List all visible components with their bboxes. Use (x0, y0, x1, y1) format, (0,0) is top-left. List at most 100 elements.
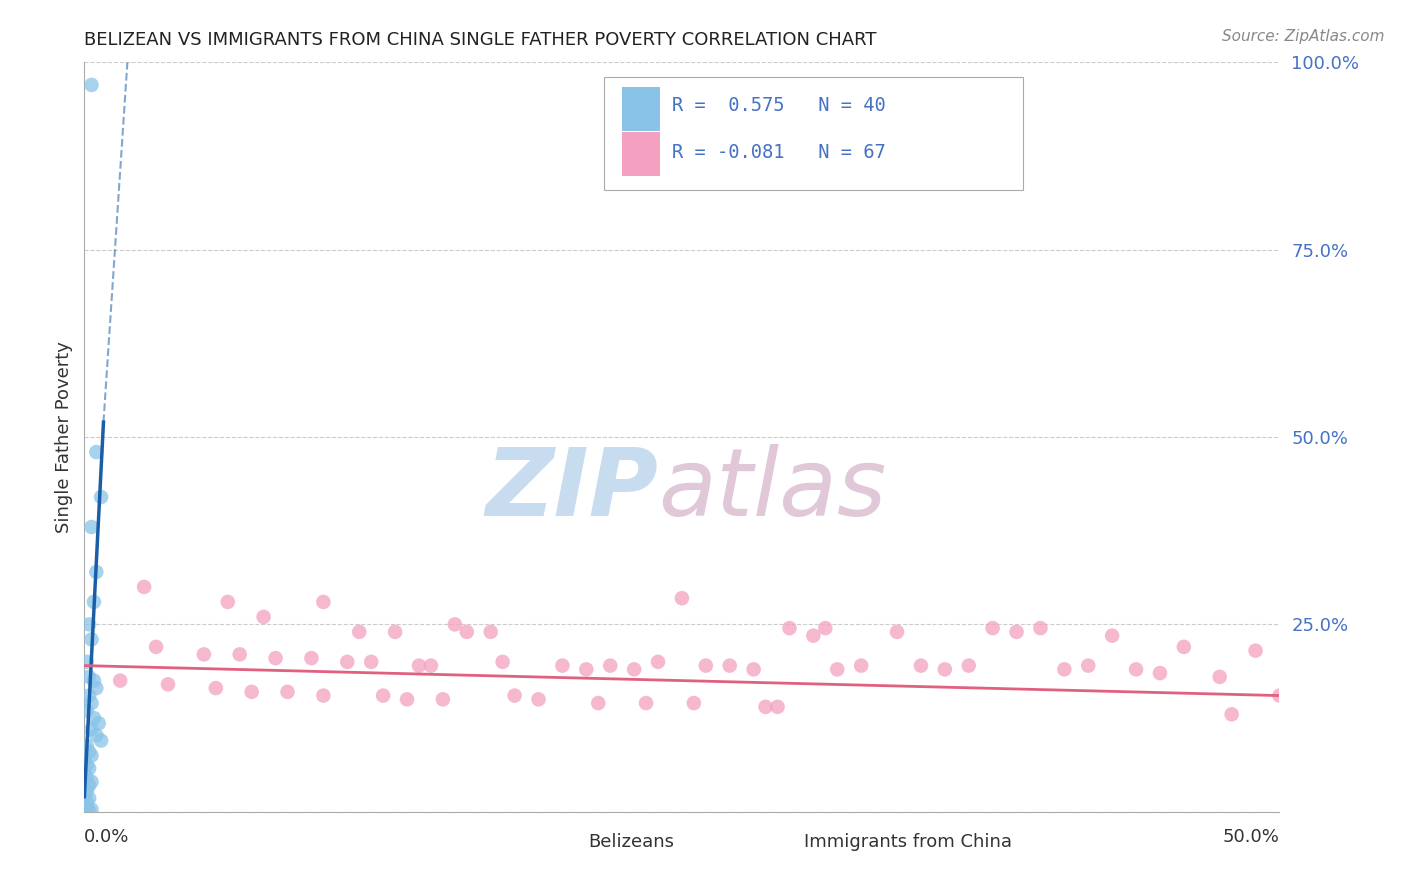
Point (86, 445, 108, 459)
Point (444, 617, 467, 632)
Point (349, 624, 371, 639)
Point (87, 716, 110, 731)
Point (80, 802, 103, 816)
Point (1268, 689, 1291, 703)
Text: 50.0%: 50.0% (1223, 828, 1279, 847)
Point (934, 662, 956, 676)
Point (360, 655, 382, 669)
Point (86, 728, 108, 742)
Point (1029, 621, 1052, 635)
Point (80, 723, 103, 737)
Point (76, 758, 98, 772)
Point (910, 658, 932, 673)
FancyBboxPatch shape (605, 78, 1022, 190)
Point (588, 696, 610, 710)
Point (396, 692, 419, 706)
Text: Source: ZipAtlas.com: Source: ZipAtlas.com (1222, 29, 1385, 44)
Point (827, 662, 849, 676)
Point (742, 662, 765, 676)
Point (76, 704, 98, 718)
Point (76, 801, 98, 815)
Point (77, 670, 100, 684)
Point (73, 752, 96, 766)
Point (264, 651, 287, 665)
Point (312, 689, 335, 703)
Text: atlas: atlas (658, 444, 886, 535)
FancyBboxPatch shape (623, 132, 661, 177)
Point (636, 696, 658, 710)
Point (77, 617, 100, 632)
Point (301, 651, 323, 665)
Point (86, 681, 108, 695)
Point (551, 658, 574, 673)
Point (718, 658, 741, 673)
Point (479, 624, 502, 639)
Point (1101, 629, 1123, 643)
Point (384, 624, 406, 639)
Point (73, 789, 96, 803)
Point (217, 595, 239, 609)
Point (373, 689, 395, 703)
Point (408, 658, 430, 673)
Point (80, 520, 103, 534)
Point (851, 658, 873, 673)
FancyBboxPatch shape (554, 830, 585, 856)
Point (80, 774, 103, 789)
Point (76, 655, 98, 669)
Point (77, 804, 100, 818)
Point (157, 677, 180, 691)
Point (73, 765, 96, 780)
Point (575, 662, 598, 676)
Point (1244, 643, 1267, 657)
Point (76, 795, 98, 809)
Point (90, 733, 112, 747)
Point (77, 689, 100, 703)
Point (90, 490, 112, 504)
Point (77, 745, 100, 759)
Text: Belizeans: Belizeans (589, 833, 675, 851)
Point (77, 761, 100, 775)
Point (1220, 707, 1243, 722)
Point (76, 783, 98, 797)
Point (683, 696, 706, 710)
Text: BELIZEAN VS IMMIGRANTS FROM CHINA SINGLE FATHER POVERTY CORRELATION CHART: BELIZEAN VS IMMIGRANTS FROM CHINA SINGLE… (84, 31, 877, 49)
Point (779, 621, 801, 635)
Point (503, 689, 526, 703)
Text: R =  0.575   N = 40: R = 0.575 N = 40 (672, 95, 886, 115)
Point (80, 748, 103, 763)
Point (132, 580, 156, 594)
Point (599, 658, 621, 673)
Point (886, 624, 908, 639)
Point (240, 685, 263, 699)
Point (1209, 670, 1232, 684)
Point (766, 699, 789, 714)
Point (623, 662, 645, 676)
Text: 0.0%: 0.0% (84, 828, 129, 847)
Point (83, 673, 105, 688)
Point (1053, 662, 1076, 676)
Point (80, 696, 103, 710)
FancyBboxPatch shape (623, 87, 661, 131)
Point (229, 648, 252, 662)
Point (957, 658, 980, 673)
Point (76, 739, 98, 753)
Text: R = -0.081   N = 67: R = -0.081 N = 67 (672, 143, 886, 161)
Point (1077, 658, 1099, 673)
Point (77, 779, 100, 793)
Point (492, 655, 515, 669)
Point (76, 770, 98, 784)
Point (981, 621, 1004, 635)
Point (671, 591, 693, 606)
Point (647, 655, 669, 669)
Point (110, 673, 132, 688)
Point (1149, 666, 1171, 681)
Text: Immigrants from China: Immigrants from China (804, 833, 1012, 851)
Point (193, 648, 215, 662)
Point (83, 711, 105, 725)
Point (76, 805, 98, 819)
Point (456, 624, 478, 639)
Point (336, 655, 359, 669)
Point (814, 621, 837, 635)
Point (755, 699, 778, 714)
Point (80, 78, 103, 92)
